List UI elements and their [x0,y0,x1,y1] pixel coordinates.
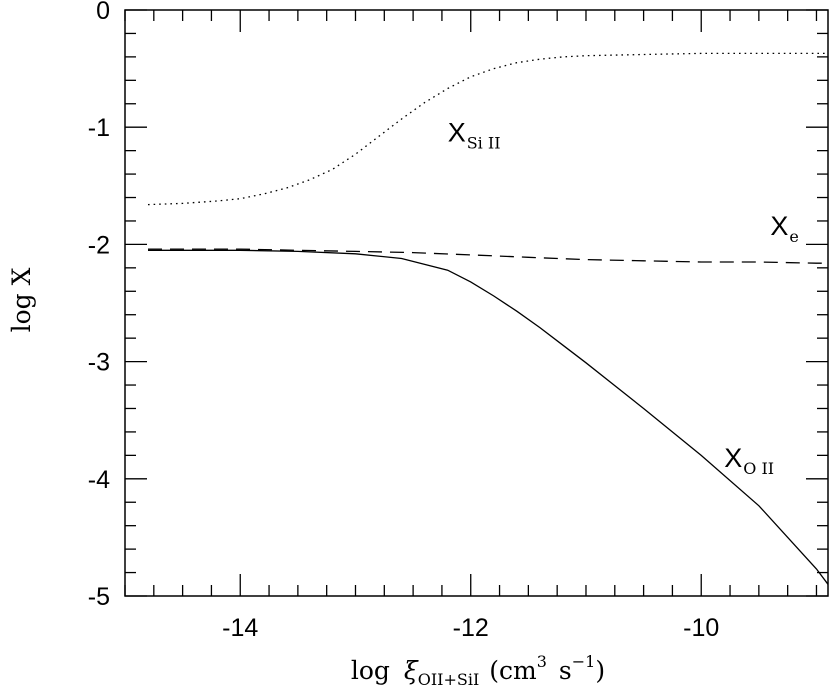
plot-lines [147,52,829,585]
x-axis-label-units-close: ) [595,656,605,685]
series-label: XO II [724,443,774,478]
x-tick-label: -10 [683,614,719,642]
y-tick-label: -5 [88,583,110,611]
x-tick-label: -14 [222,614,258,642]
x-axis-label-units-open: (cm [489,656,537,685]
y-tick-label: -2 [88,231,110,259]
x-axis-label-cm-exponent: 3 [537,652,547,671]
y-tick-label: -1 [88,114,110,142]
x-axis-label-s-exponent: −1 [572,652,596,671]
series-line-e [148,248,828,264]
x-tick-label: -12 [453,614,489,642]
annotations: XSi II Xe XO II [448,117,799,478]
y-tick-label: 0 [96,0,110,25]
ticks [124,9,828,597]
x-axis-label-symbol: ξ [404,656,419,685]
x-axis-label: log ξOII+SiI (cm3 s−1) [351,652,605,689]
plot-frame [124,9,829,597]
series-label: Xe [770,211,798,246]
x-axis-label-units-s: s [559,656,572,685]
y-axis-label: log X [7,267,36,332]
y-tick-label: -4 [88,466,110,494]
series-line-o-ii [148,249,829,585]
x-axis-label-log: log [351,656,390,685]
series-line-si-ii [147,52,828,206]
tick-labels: -14 -12 -10 0 -1 -2 -3 -4 -5 [88,0,720,642]
series-label: XSi II [448,117,501,152]
y-tick-label: -3 [88,349,110,377]
x-axis-label-subscript: OII+SiI [418,670,480,689]
